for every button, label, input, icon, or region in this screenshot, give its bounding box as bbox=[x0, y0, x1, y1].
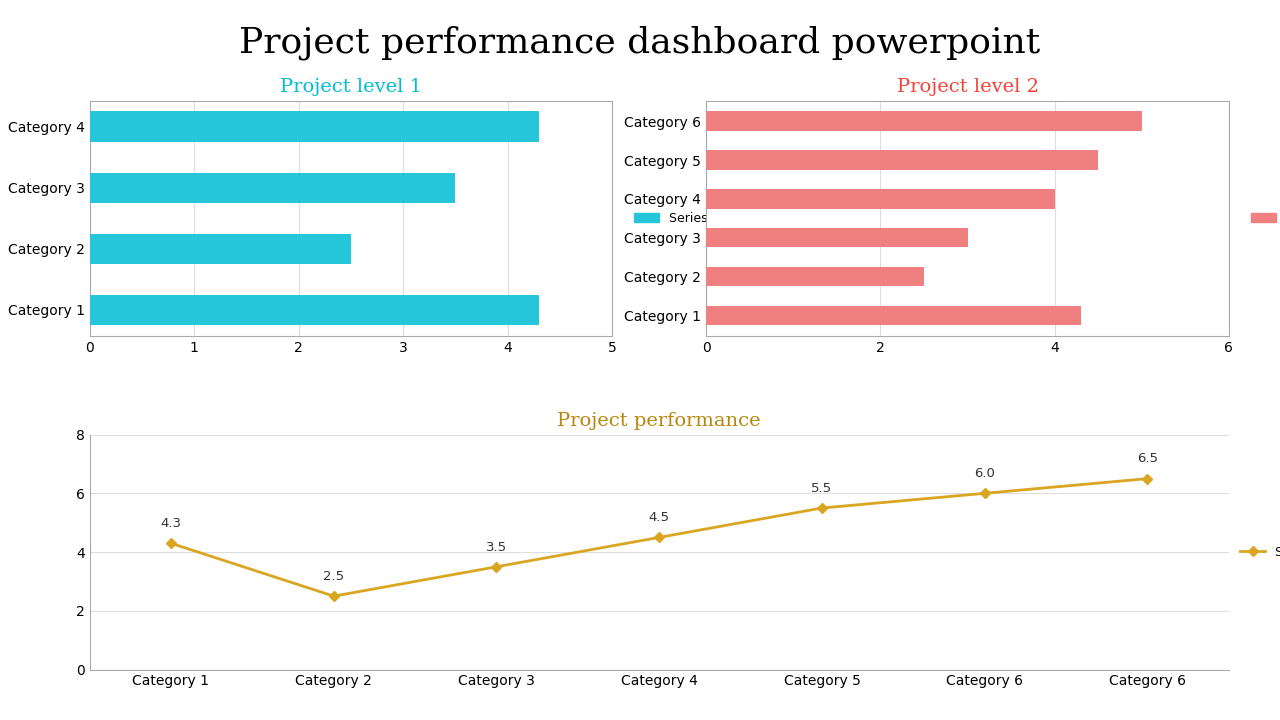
Bar bbox=[90, 173, 456, 203]
Text: 6.5: 6.5 bbox=[1137, 452, 1158, 465]
Legend: Series 1: Series 1 bbox=[1235, 541, 1280, 564]
Title: Project performance: Project performance bbox=[557, 413, 762, 431]
Text: 4.5: 4.5 bbox=[649, 511, 669, 524]
Bar bbox=[707, 267, 924, 287]
Text: 3.5: 3.5 bbox=[486, 541, 507, 554]
Bar bbox=[707, 306, 1080, 325]
Text: Project performance dashboard powerpoint: Project performance dashboard powerpoint bbox=[239, 25, 1041, 60]
Bar bbox=[90, 294, 539, 325]
Bar bbox=[707, 150, 1098, 170]
Text: 2.5: 2.5 bbox=[323, 570, 344, 583]
Legend: Series 1: Series 1 bbox=[628, 207, 724, 230]
Title: Project level 1: Project level 1 bbox=[280, 78, 422, 96]
Bar bbox=[90, 112, 539, 142]
Text: 6.0: 6.0 bbox=[974, 467, 995, 480]
Text: 4.3: 4.3 bbox=[160, 517, 182, 530]
Legend: Series 1: Series 1 bbox=[1245, 207, 1280, 230]
Bar bbox=[707, 228, 968, 248]
Bar bbox=[707, 189, 1055, 209]
Title: Project level 2: Project level 2 bbox=[896, 78, 1038, 96]
Text: 5.5: 5.5 bbox=[812, 482, 832, 495]
Bar bbox=[707, 112, 1142, 131]
Bar bbox=[90, 233, 351, 264]
